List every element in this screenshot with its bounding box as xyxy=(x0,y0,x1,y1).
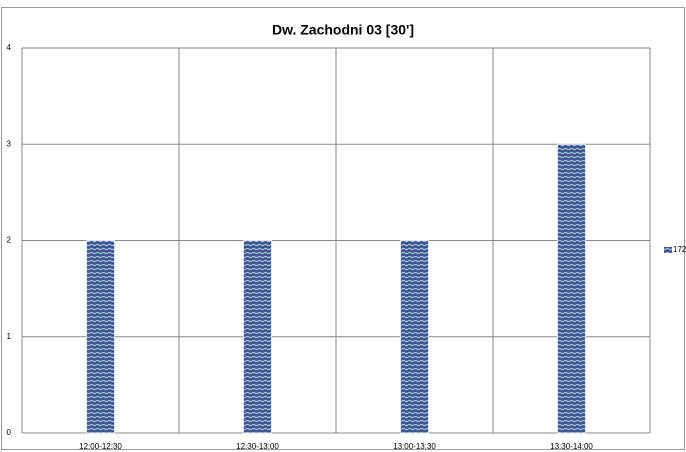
y-tick-label: 3 xyxy=(7,139,12,148)
y-tick-label: 1 xyxy=(7,332,12,341)
x-tick-label: 13:30-14:00 xyxy=(550,442,593,451)
bar xyxy=(557,143,586,434)
x-tick-label: 12:30-13:00 xyxy=(236,442,279,451)
y-tick-label: 0 xyxy=(7,428,12,437)
bar xyxy=(243,240,272,434)
x-tick-label: 13:00-13:30 xyxy=(393,442,436,451)
x-tick-label: 12:00-12:30 xyxy=(79,442,122,451)
legend-label: 172 xyxy=(673,245,686,254)
bar xyxy=(86,240,115,434)
chart-title: Dw. Zachodni 03 [30'] xyxy=(272,22,414,38)
y-tick-label: 2 xyxy=(7,236,12,245)
legend-swatch xyxy=(664,247,672,253)
bar xyxy=(400,240,429,434)
chart-border xyxy=(1,7,685,450)
y-tick-label: 4 xyxy=(7,43,12,52)
